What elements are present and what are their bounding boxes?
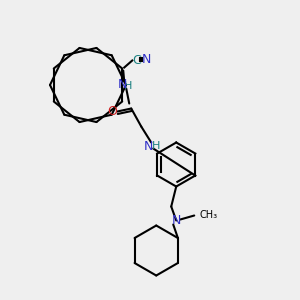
Text: H: H (152, 140, 160, 151)
Text: N: N (142, 53, 151, 66)
Text: H: H (124, 80, 132, 91)
Text: O: O (107, 105, 117, 118)
Text: N: N (143, 140, 153, 153)
Text: CH₃: CH₃ (199, 209, 218, 220)
Text: C: C (132, 54, 141, 67)
Text: N: N (172, 214, 181, 227)
Text: N: N (118, 78, 127, 91)
